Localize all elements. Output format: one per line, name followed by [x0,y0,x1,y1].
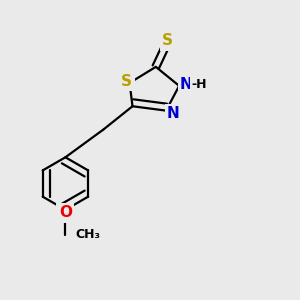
Text: O: O [59,205,72,220]
Text: N: N [180,77,193,92]
Text: N: N [167,106,180,121]
Text: -H: -H [192,78,207,91]
Text: S: S [162,33,173,48]
Text: CH₃: CH₃ [76,228,100,241]
Text: S: S [121,74,132,89]
